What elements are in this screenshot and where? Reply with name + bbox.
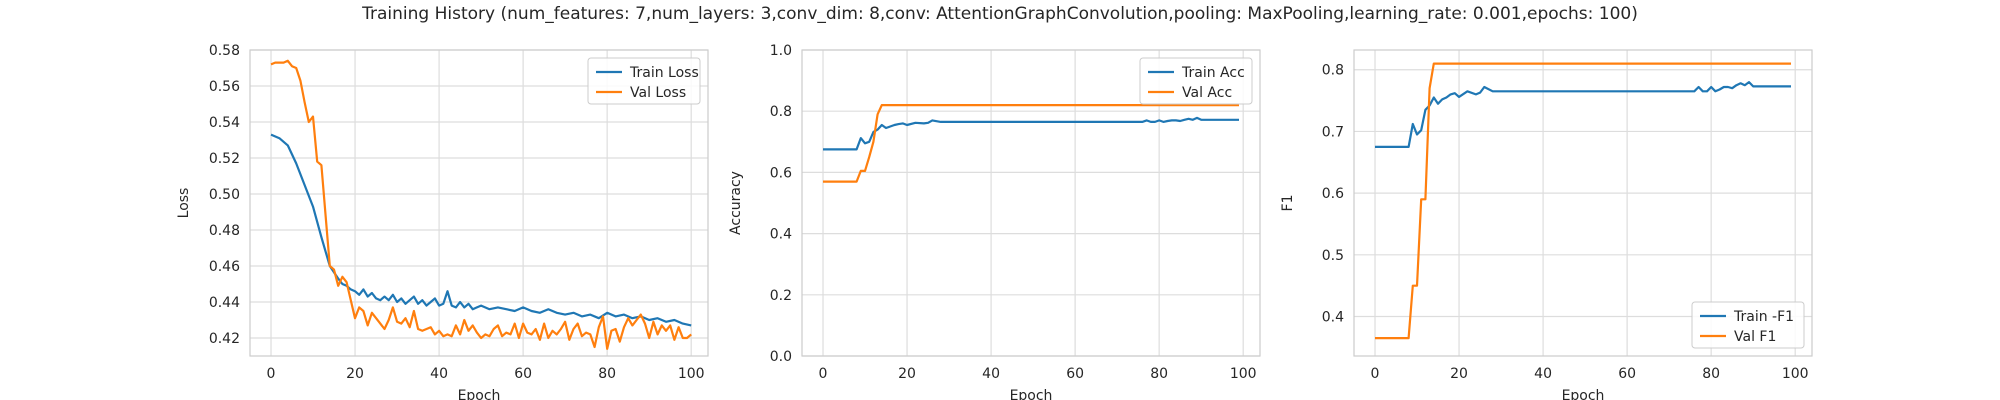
series-line-1: [270, 133, 692, 327]
y-tick-label: 0.4: [770, 227, 792, 243]
chart-panel-2: 0 20 40 60 80 100 0.0 0.2 0.4 0.6 0.8 1.0 Epoch Accur…: [728, 43, 1261, 400]
y-axis-label: Loss: [176, 188, 192, 219]
x-tick-label: 60: [1618, 366, 1636, 382]
x-tick-label: 40: [430, 366, 448, 382]
y-tick-label: 0.56: [209, 79, 240, 95]
y-tick-label: 0.2: [770, 288, 792, 304]
axes-frame: [1353, 49, 1813, 357]
x-axis-label: Epoch: [1010, 388, 1053, 400]
legend: Train Acc Val Acc: [1139, 57, 1253, 105]
x-tick-label: 80: [1150, 366, 1168, 382]
x-tick-label: 40: [982, 366, 1000, 382]
chart-panel-1: 0 20 40 60 80 100 0.42 0.44 0.46 0.48 0.50 0.52 0.54…: [176, 43, 709, 400]
y-tick-label: 0.42: [209, 331, 240, 347]
y-tick-label: 0.0: [770, 349, 792, 365]
legend: Train -F1 Val F1: [1691, 301, 1805, 349]
series-line-2: [270, 59, 692, 350]
y-tick-label: 0.5: [1322, 248, 1344, 264]
y-tick-label: 0.50: [209, 187, 240, 203]
x-tick-label: 40: [1534, 366, 1552, 382]
x-axis-label: Epoch: [458, 388, 501, 400]
x-tick-label: 60: [1066, 366, 1084, 382]
x-tick-label: 60: [514, 366, 532, 382]
x-tick-label: 100: [1230, 366, 1257, 382]
x-tick-label: 0: [819, 366, 828, 382]
legend-label: Val Loss: [630, 85, 686, 101]
legend: Train Loss Val Loss: [587, 57, 701, 105]
figure-title: Training History (num_features: 7,num_la…: [362, 4, 1638, 24]
x-axis-label: Epoch: [1562, 388, 1605, 400]
x-tick-label: 0: [1371, 366, 1380, 382]
y-tick-label: 0.54: [209, 115, 240, 131]
x-tick-label: 80: [1702, 366, 1720, 382]
legend-label: Train Acc: [1181, 65, 1245, 81]
y-axis-label: Accuracy: [728, 171, 744, 235]
y-tick-label: 0.8: [770, 104, 792, 120]
chart-panel-3: 0 20 40 60 80 100 0.4 0.5 0.6 0.7 0.8 Epoch F1 Train …: [1280, 49, 1813, 400]
series-line-2: [823, 103, 1239, 183]
series-line-1: [823, 116, 1239, 151]
x-tick-label: 0: [267, 366, 276, 382]
legend-label: Val F1: [1734, 329, 1776, 345]
y-tick-label: 0.44: [209, 295, 240, 311]
y-axis-label: F1: [1280, 195, 1296, 212]
y-tick-label: 0.46: [209, 259, 240, 275]
series-line-1: [1375, 80, 1791, 148]
y-tick-label: 0.6: [770, 165, 792, 181]
legend-label: Train -F1: [1733, 309, 1794, 325]
y-tick-label: 0.7: [1322, 124, 1344, 140]
legend-label: Train Loss: [629, 65, 699, 81]
axes-frame: [801, 49, 1261, 357]
y-tick-label: 1.0: [770, 43, 792, 59]
x-tick-label: 100: [678, 366, 705, 382]
legend-label: Val Acc: [1182, 85, 1232, 101]
x-tick-label: 20: [1450, 366, 1468, 382]
y-tick-label: 0.52: [209, 151, 240, 167]
x-tick-label: 20: [898, 366, 916, 382]
y-tick-label: 0.4: [1322, 310, 1344, 326]
x-tick-label: 80: [598, 366, 616, 382]
y-tick-label: 0.48: [209, 223, 240, 239]
y-tick-label: 0.6: [1322, 186, 1344, 202]
y-tick-label: 0.8: [1322, 63, 1344, 79]
x-tick-label: 20: [346, 366, 364, 382]
x-tick-label: 100: [1782, 366, 1809, 382]
axes-frame: [249, 49, 709, 357]
series-line-2: [1375, 62, 1791, 340]
y-tick-label: 0.58: [209, 43, 240, 59]
